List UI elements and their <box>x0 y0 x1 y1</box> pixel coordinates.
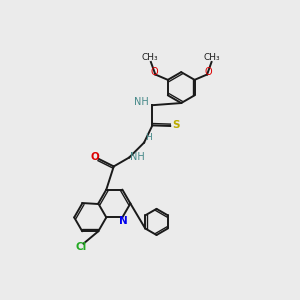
Text: H: H <box>145 133 152 142</box>
Text: CH₃: CH₃ <box>204 53 220 62</box>
Text: O: O <box>204 67 212 77</box>
Text: CH₃: CH₃ <box>142 53 159 62</box>
Text: NH: NH <box>130 152 145 162</box>
Text: S: S <box>172 120 179 130</box>
Text: O: O <box>90 152 99 162</box>
Text: NH: NH <box>134 97 148 107</box>
Text: N: N <box>119 216 128 226</box>
Text: O: O <box>151 67 158 77</box>
Text: Cl: Cl <box>75 242 87 252</box>
